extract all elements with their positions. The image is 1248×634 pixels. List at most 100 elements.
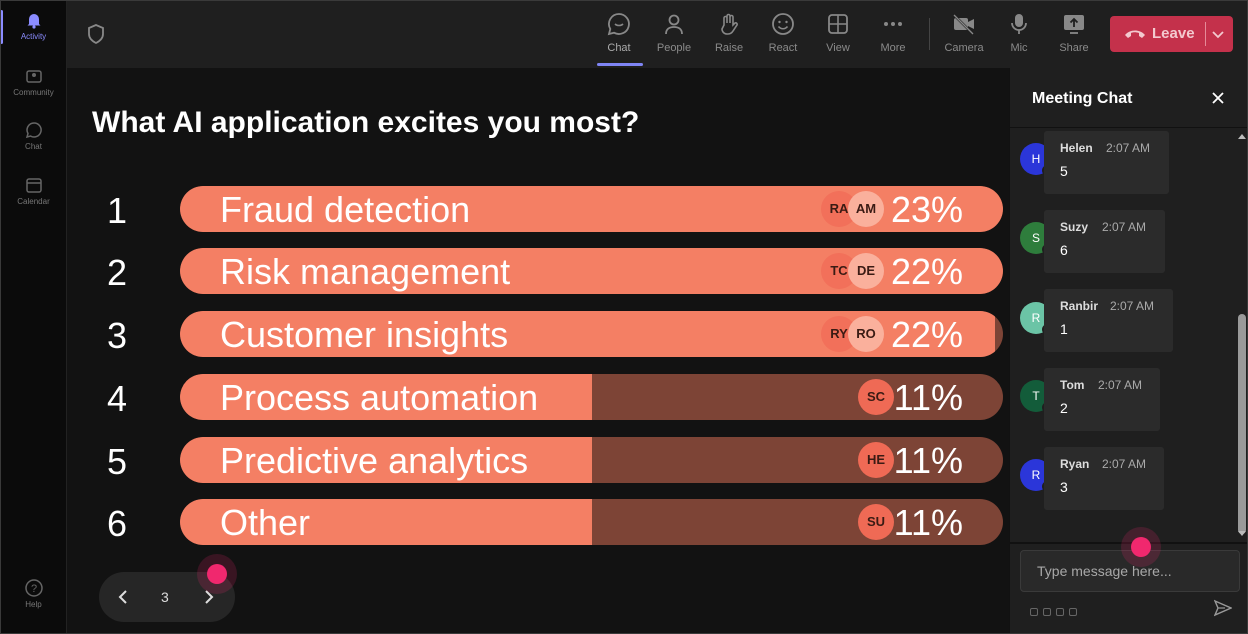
option-percent: 11%	[893, 440, 963, 481]
rail-item-activity[interactable]: Activity	[0, 10, 67, 41]
option-label: Other	[220, 502, 311, 543]
message-time: 2:07 AM	[1110, 299, 1155, 313]
camera-off-icon	[953, 14, 974, 35]
leave-label: Leave	[1152, 25, 1195, 42]
raise-hand-button[interactable]: Raise	[704, 8, 754, 60]
leave-button[interactable]: Leave	[1110, 16, 1233, 52]
chevron-left-icon[interactable]	[115, 588, 133, 606]
option-bar-fill	[180, 437, 592, 483]
sender-name: Ranbir	[1060, 299, 1099, 313]
rail-label-community: Community	[13, 88, 54, 97]
camera-button[interactable]: Camera	[939, 8, 989, 60]
scroll-up-arrow-icon[interactable]	[1237, 132, 1247, 140]
chat-bubble: Helen 2:07 AM 5	[1044, 131, 1169, 194]
send-icon[interactable]	[1214, 599, 1232, 617]
chat-bubble: Suzy 2:07 AM 6	[1044, 210, 1165, 273]
message-text: 2	[1060, 400, 1068, 416]
left-rail: Activity Community Chat Calendar ? Help	[0, 0, 67, 634]
option-percent: 22%	[890, 251, 963, 292]
view-button-label: View	[826, 42, 850, 54]
option-bar[interactable]: Fraud detection RA AM 23%	[180, 186, 1003, 232]
mic-button[interactable]: Mic	[994, 8, 1044, 60]
mic-icon	[1011, 14, 1027, 34]
more-dots-icon	[884, 22, 902, 26]
message-time: 2:07 AM	[1102, 457, 1147, 471]
hang-up-icon	[1125, 30, 1145, 38]
message-text: 1	[1060, 321, 1068, 337]
option-number: 5	[107, 441, 128, 482]
meeting-toolbar: Chat People Raise React View More Camera…	[67, 0, 1248, 68]
format-icon[interactable]	[1030, 608, 1038, 616]
chat-icon	[607, 13, 630, 36]
option-bar[interactable]: Predictive analytics HE 11%	[180, 437, 1003, 483]
avatar-initial: H	[1031, 152, 1041, 166]
rail-item-calendar[interactable]: Calendar	[0, 175, 67, 206]
people-button-label: People	[656, 42, 692, 54]
chat-button[interactable]: Chat	[594, 8, 644, 60]
sender-name: Tom	[1060, 378, 1085, 392]
rail-active-indicator	[0, 10, 3, 44]
more-button[interactable]: More	[868, 8, 918, 60]
share-button[interactable]: Share	[1049, 8, 1099, 60]
voter-avatar: RO	[848, 316, 884, 352]
option-label: Fraud detection	[220, 189, 471, 230]
voter-avatar: AM	[848, 191, 884, 227]
chat-scrollbar-thumb[interactable]	[1238, 314, 1246, 534]
poll-option-row: 4 Process automation SC 11%	[67, 374, 1009, 422]
shield-icon[interactable]	[87, 24, 105, 44]
raise-hand-icon	[721, 13, 738, 35]
format-toolbar	[1030, 603, 1082, 616]
message-input[interactable]: Type message here...	[1020, 550, 1240, 592]
option-number: 6	[107, 503, 128, 544]
pointer-highlight	[1131, 537, 1151, 557]
attach-icon[interactable]	[1043, 608, 1051, 616]
leave-separator	[1205, 22, 1206, 46]
close-icon[interactable]	[1210, 90, 1226, 106]
rail-label-calendar: Calendar	[17, 197, 50, 206]
help-icon: ?	[24, 579, 43, 597]
people-icon	[665, 14, 683, 35]
view-button[interactable]: View	[813, 8, 863, 60]
chat-button-label: Chat	[607, 42, 631, 54]
people-button[interactable]: People	[649, 8, 699, 60]
chat-bubble: Ranbir 2:07 AM 1	[1044, 289, 1173, 352]
more-button-label: More	[880, 42, 906, 54]
toolbar-divider	[929, 18, 930, 50]
raise-button-label: Raise	[714, 42, 744, 54]
option-bar[interactable]: Process automation SC 11%	[180, 374, 1003, 420]
mic-button-label: Mic	[1010, 42, 1028, 54]
chat-header-divider	[1010, 127, 1248, 128]
share-screen-icon	[1064, 15, 1084, 34]
rail-label-help: Help	[25, 600, 42, 609]
voter-avatar: SC	[858, 379, 894, 415]
community-icon	[25, 70, 42, 83]
option-bar[interactable]: Other SU 11%	[180, 499, 1003, 545]
gif-icon[interactable]	[1069, 608, 1077, 616]
bell-icon	[27, 14, 40, 29]
calendar-icon	[25, 178, 42, 193]
option-bar-fill	[180, 374, 592, 420]
active-tab-indicator	[597, 63, 643, 66]
pointer-highlight	[207, 564, 227, 584]
rail-item-chat[interactable]: Chat	[0, 120, 67, 151]
share-button-label: Share	[1059, 42, 1089, 54]
camera-button-label: Camera	[944, 42, 984, 54]
option-label: Process automation	[220, 377, 539, 418]
avatar-initial: T	[1032, 389, 1040, 403]
react-button[interactable]: React	[758, 8, 808, 60]
poll-option-row: 1 Fraud detection RA AM 23%	[67, 186, 1009, 234]
emoji-icon[interactable]	[1056, 608, 1064, 616]
option-bar[interactable]: Customer insights RY RO 22%	[180, 311, 1003, 357]
message-time: 2:07 AM	[1106, 141, 1151, 155]
message-time: 2:07 AM	[1102, 220, 1147, 234]
option-label: Predictive analytics	[220, 440, 529, 481]
chevron-down-icon[interactable]	[1211, 27, 1225, 41]
poll-option-row: 6 Other SU 11%	[67, 499, 1009, 547]
option-bar[interactable]: Risk management TC DE 22%	[180, 248, 1003, 294]
poll-question: What AI application excites you most?	[92, 106, 640, 139]
rail-item-community[interactable]: Community	[0, 66, 67, 97]
scroll-down-arrow-icon[interactable]	[1237, 530, 1247, 538]
chevron-right-icon[interactable]	[199, 588, 217, 606]
rail-item-help[interactable]: ? Help	[0, 578, 67, 609]
react-button-label: React	[768, 42, 798, 54]
